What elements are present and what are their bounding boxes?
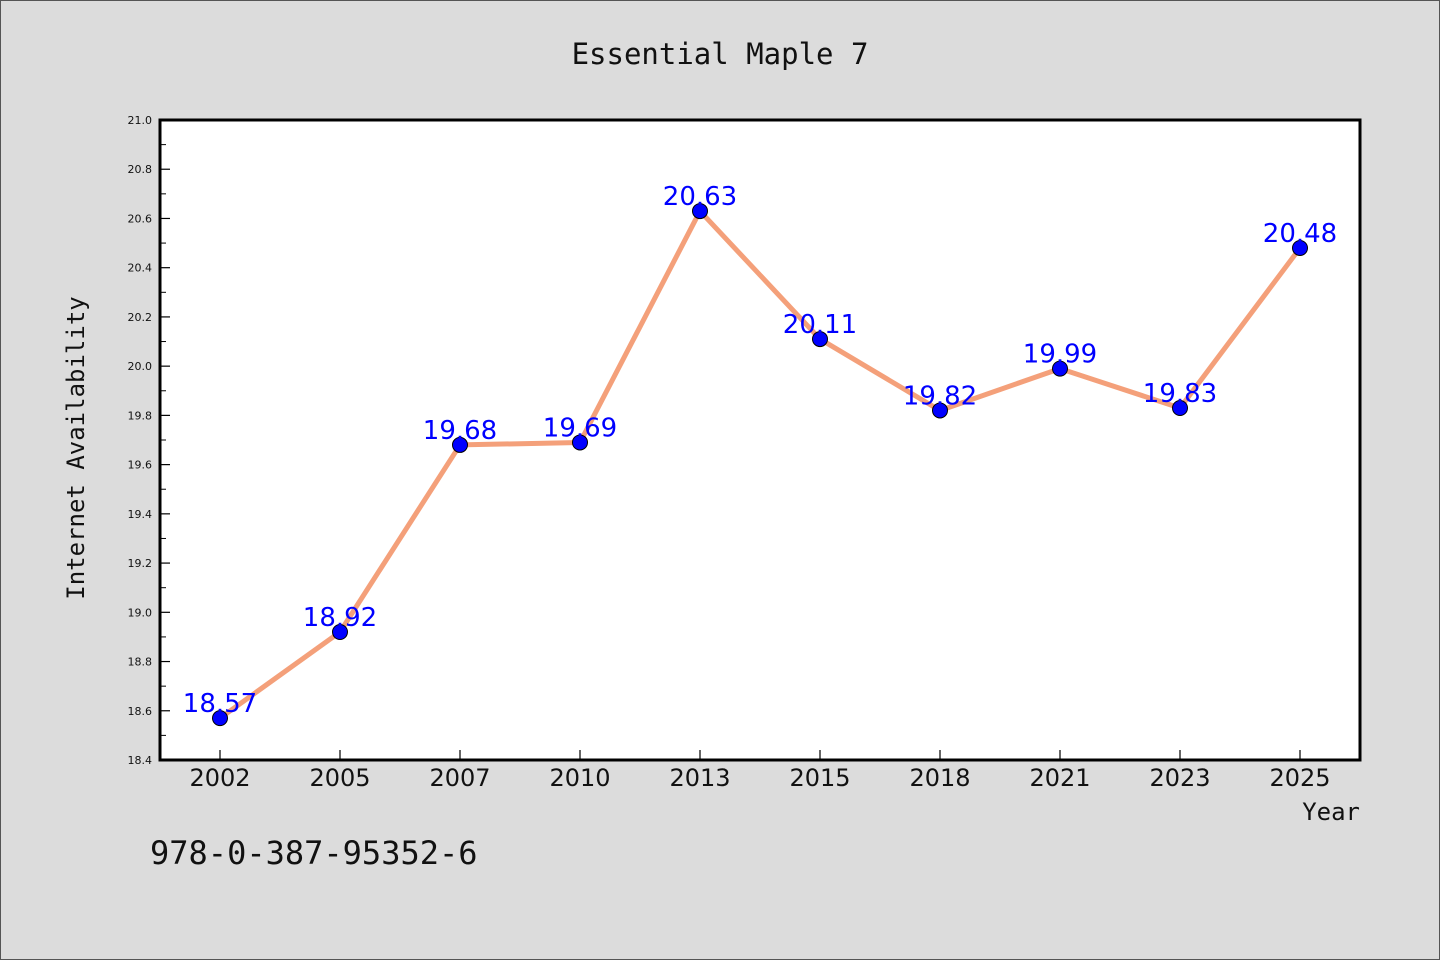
- data-label: 18.92: [303, 603, 377, 633]
- data-point: [1292, 240, 1308, 256]
- y-tick-label: 18.4: [128, 754, 153, 767]
- x-tick-label: 2010: [549, 764, 610, 792]
- y-tick-label: 19.6: [128, 459, 153, 472]
- isbn-annotation: 978-0-387-95352-6: [150, 834, 478, 872]
- data-point: [332, 624, 348, 640]
- x-axis-label: Year: [1302, 798, 1360, 826]
- y-tick-label: 20.8: [128, 163, 153, 176]
- data-point: [572, 434, 588, 451]
- x-tick-label: 2002: [189, 764, 250, 792]
- y-tick-label: 20.6: [128, 212, 153, 225]
- x-tick-label: 2005: [309, 764, 370, 792]
- data-point: [692, 203, 708, 220]
- data-label: 20.63: [663, 182, 737, 212]
- data-label: 18.57: [183, 689, 257, 719]
- x-tick-label: 2013: [669, 764, 730, 792]
- series-line: [217, 208, 1303, 721]
- x-tick-label: 2015: [789, 764, 850, 792]
- x-tick-label: 2018: [909, 764, 970, 792]
- y-axis-ticks: 18.4 18.6 18.8 19.0 19.2 19.4 19.6 19.8 20.0 20.2…: [128, 114, 170, 767]
- y-tick-label: 19.0: [128, 606, 153, 619]
- plot-border: [158, 118, 1362, 762]
- plot-area: [160, 120, 1360, 760]
- chart-title: Essential Maple 7: [572, 37, 869, 71]
- x-tick-label: 2023: [1149, 764, 1210, 792]
- x-tick-label: 2021: [1029, 764, 1090, 792]
- data-label: 19.83: [1143, 379, 1217, 409]
- y-axis-label: Internet Availability: [62, 296, 90, 599]
- y-tick-label: 21.0: [128, 114, 153, 127]
- y-tick-label: 18.8: [128, 656, 153, 669]
- x-tick-label: 2025: [1269, 764, 1330, 792]
- data-point: [452, 436, 468, 453]
- data-label: 20.48: [1263, 219, 1337, 249]
- y-tick-label: 19.4: [128, 508, 153, 521]
- data-label: 19.99: [1023, 340, 1097, 370]
- y-tick-label: 18.6: [128, 705, 153, 718]
- y-tick-label: 20.0: [128, 360, 153, 373]
- data-series: 18.57 18.92 19.68 19.69 20.63 20.11 19.82 19.99…: [183, 182, 1337, 727]
- data-label: 20.11: [783, 310, 857, 340]
- x-axis-ticks: 2002 2005 2007 2010 2013 2015 2018 2021 2023 2025: [189, 750, 1331, 792]
- y-tick-label: 20.4: [128, 262, 153, 275]
- data-point: [812, 331, 828, 348]
- y-tick-label: 19.8: [128, 409, 153, 422]
- data-point: [932, 402, 948, 419]
- data-label: 19.82: [903, 381, 977, 411]
- y-tick-label: 19.2: [128, 557, 153, 570]
- data-point: [1172, 400, 1188, 416]
- data-label: 19.68: [423, 416, 497, 446]
- x-tick-label: 2007: [429, 764, 490, 792]
- data-label: 19.69: [543, 413, 617, 443]
- data-point: [212, 710, 228, 727]
- y-tick-label: 20.2: [128, 311, 153, 324]
- data-point: [1052, 360, 1068, 377]
